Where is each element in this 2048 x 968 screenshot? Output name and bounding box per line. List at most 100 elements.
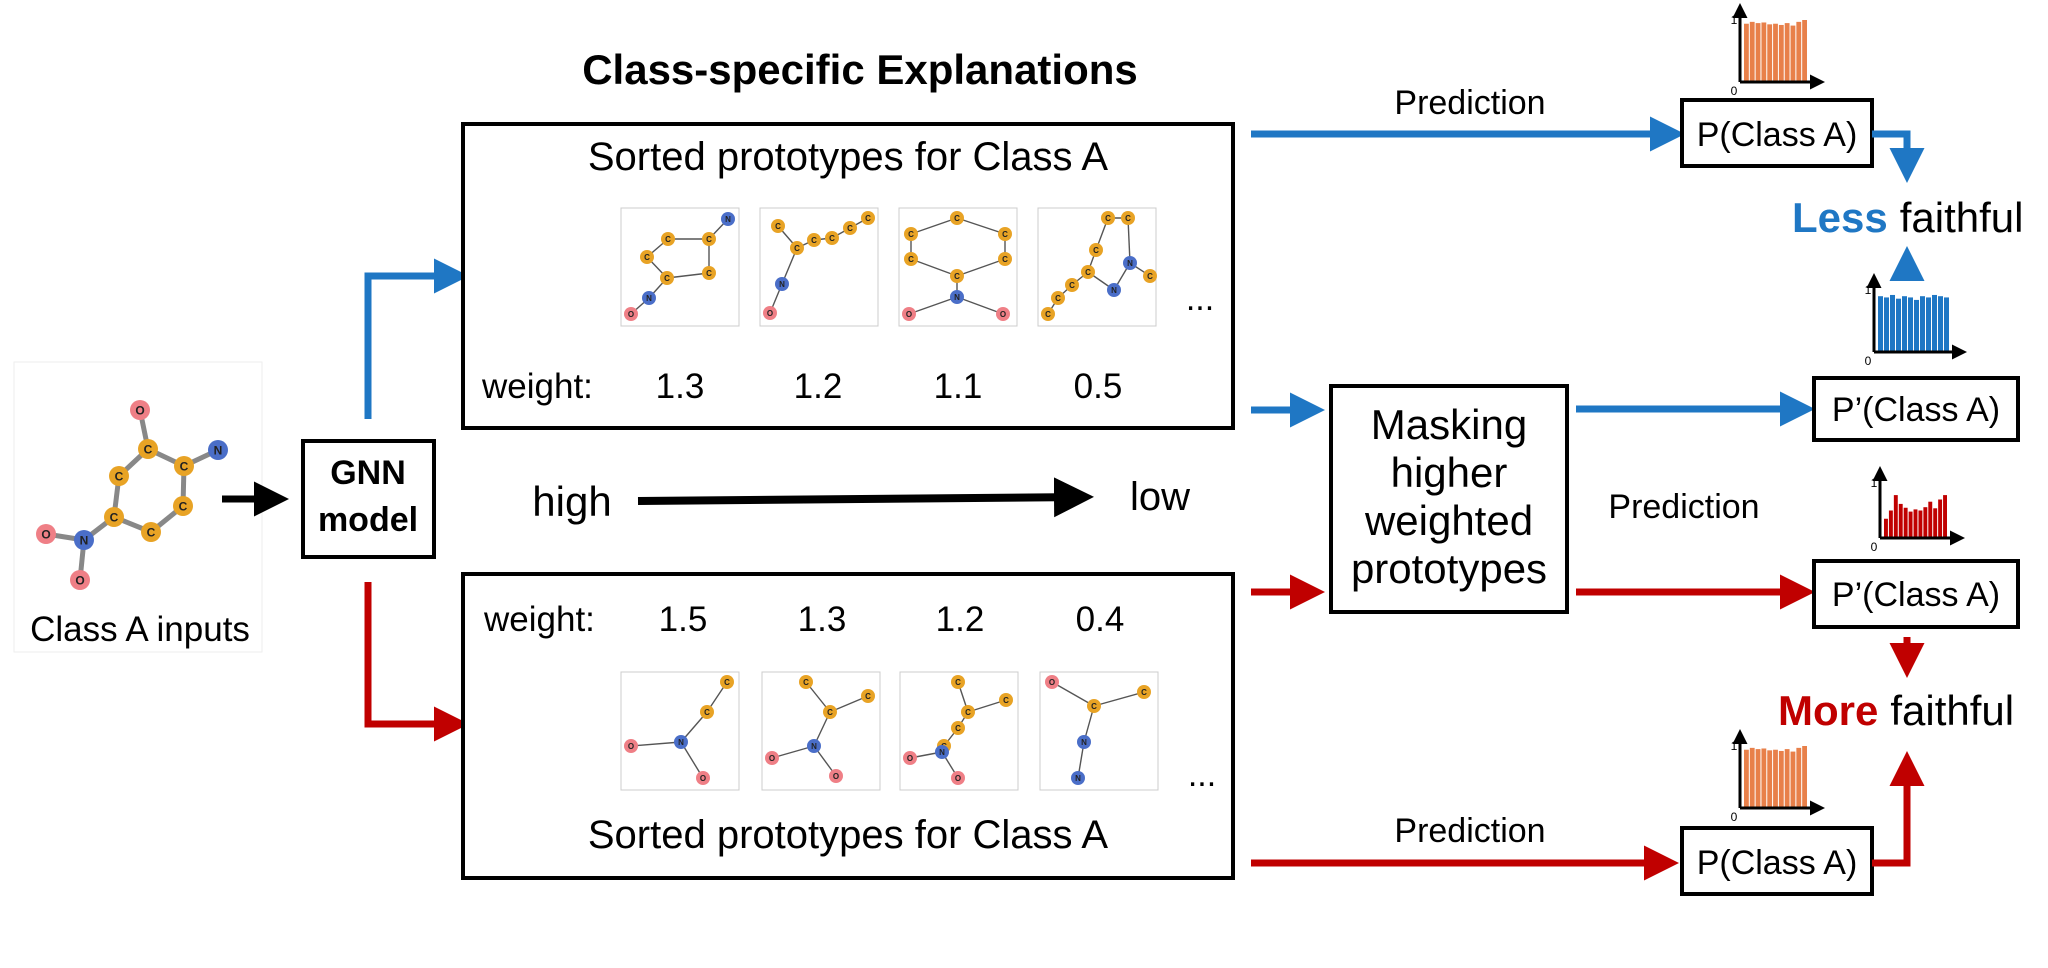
bottom-weight-2: 1.3	[798, 600, 847, 639]
output-p-masked-bottom-label: P’(Class A)	[1832, 576, 2000, 614]
output-p-bottom: P(Class A)	[1680, 826, 1874, 896]
bottom-prototype-2-oxygen-atom: O	[829, 769, 843, 783]
svg-text:C: C	[954, 214, 960, 223]
input-molecule-carbon-atom: C	[174, 456, 194, 476]
top-prototype-4-nitrogen-atom: N	[1107, 283, 1121, 297]
svg-text:C: C	[908, 230, 914, 239]
hist-masked-bottom-bar	[1923, 507, 1928, 538]
less-faithful-verdict: Less faithful	[1792, 194, 2023, 241]
hist-top-bar	[1802, 20, 1807, 82]
top-prototype-2-carbon-atom: C	[790, 241, 804, 255]
hist-masked-top-one-label: 1	[1865, 283, 1872, 297]
hist-masked-bottom-bar	[1933, 508, 1938, 538]
svg-text:C: C	[1069, 281, 1075, 290]
gnn-to-top-panel-arrow	[364, 258, 469, 419]
hist-masked-bottom-bar	[1898, 503, 1903, 538]
hist-bottom-zero-label: 0	[1731, 810, 1738, 824]
top-prototype-3-oxygen-atom: O	[902, 307, 916, 321]
svg-text:C: C	[1055, 294, 1061, 303]
hist-masked-bottom-bar	[1903, 507, 1908, 538]
top-prototype-1-carbon-atom: C	[661, 232, 675, 246]
top-weight-1: 1.3	[656, 367, 705, 406]
svg-text:C: C	[180, 459, 189, 473]
svg-text:C: C	[644, 253, 650, 262]
bottom-panel-ellipsis: ...	[1188, 756, 1216, 794]
bottom-panel-heading: Sorted prototypes for Class A	[588, 813, 1109, 857]
bottom-prototype-1-carbon-atom: C	[720, 675, 734, 689]
hist-top-zero-label: 0	[1731, 84, 1738, 98]
hist-masked-top-bar	[1908, 297, 1913, 352]
hist-top-bar	[1744, 23, 1749, 82]
hist-masked-top-bar	[1902, 296, 1907, 352]
histogram-masked-top-blue: 01	[1865, 273, 1967, 368]
top-prototype-4-carbon-atom: C	[1121, 211, 1135, 225]
output-p-top-label: P(Class A)	[1697, 116, 1858, 154]
masking-line3: weighted	[1364, 497, 1533, 544]
bottom-output-to-more-arrow	[1872, 751, 1925, 867]
top-prototype-3-carbon-atom: C	[998, 227, 1012, 241]
input-molecule-nitrogen-atom: N	[74, 530, 94, 550]
svg-text:O: O	[628, 742, 634, 751]
svg-text:N: N	[1111, 286, 1117, 295]
more-word: More	[1778, 687, 1878, 734]
svg-text:C: C	[179, 499, 188, 513]
bottom-prototype-4: O C C N N	[1039, 671, 1159, 791]
gnn-to-bottom-panel-arrow	[364, 582, 469, 742]
svg-text:O: O	[700, 774, 706, 783]
top-prototype-4-carbon-atom: C	[1089, 243, 1103, 257]
hist-bottom-bar	[1773, 749, 1778, 808]
svg-text:N: N	[939, 748, 945, 757]
svg-text:C: C	[1105, 214, 1111, 223]
svg-text:O: O	[955, 774, 961, 783]
more-faithful-verdict: More faithful	[1778, 687, 2014, 734]
svg-text:C: C	[1002, 255, 1008, 264]
bottom-weight-3: 1.2	[936, 600, 985, 639]
hist-masked-top-bar	[1926, 297, 1931, 352]
svg-text:O: O	[906, 310, 912, 319]
top-prototype-2-carbon-atom: C	[843, 221, 857, 235]
hist-top-bar	[1778, 24, 1784, 82]
hist-masked-top-bar	[1932, 294, 1937, 352]
svg-text:C: C	[1093, 246, 1099, 255]
input-molecule-carbon-atom: C	[173, 496, 193, 516]
svg-text:C: C	[811, 236, 817, 245]
bottom-prototype-2-oxygen-atom: O	[765, 751, 779, 765]
hist-bottom-bar	[1796, 747, 1802, 808]
masking-line4: prototypes	[1351, 545, 1547, 592]
top-prototype-4-carbon-atom: C	[1051, 291, 1065, 305]
input-molecule-oxygen-atom: O	[70, 570, 90, 590]
output-p-top: P(Class A)	[1680, 98, 1874, 168]
bottom-prototype-panel: weight: 1.5 1.3 1.2 0.4 CCNOOCCCNOOCCCCC…	[461, 572, 1235, 880]
svg-text:C: C	[827, 708, 833, 717]
top-prototype-3-bond	[956, 296, 1004, 315]
svg-text:C: C	[724, 678, 730, 687]
top-prototype-1-nitrogen-atom: N	[642, 291, 656, 305]
bottom-prediction-label: Prediction	[1394, 812, 1545, 850]
bottom-prototype-2: C C C N O O	[761, 671, 881, 791]
top-prototype-2-carbon-atom: C	[807, 233, 821, 247]
bottom-prototype-1-bond	[630, 741, 682, 747]
top-prototype-1-nitrogen-atom: N	[721, 212, 735, 226]
hist-bottom-bar	[1802, 746, 1807, 808]
top-prototype-2-oxygen-atom: O	[763, 306, 777, 320]
svg-text:O: O	[75, 573, 84, 587]
bottom-prototype-3-carbon-atom: C	[951, 675, 965, 689]
bottom-prototype-3-oxygen-atom: O	[903, 751, 917, 765]
top-prototype-1-carbon-atom: C	[640, 250, 654, 264]
bottom-prototype-4-carbon-atom: C	[1137, 685, 1151, 699]
svg-text:C: C	[665, 235, 671, 244]
input-molecule-carbon-atom: C	[141, 522, 161, 542]
hist-bottom-bar	[1767, 750, 1773, 808]
svg-text:O: O	[41, 527, 50, 541]
top-output-to-less-arrow	[1872, 130, 1925, 183]
input-molecule-oxygen-atom: O	[36, 524, 56, 544]
svg-text:C: C	[865, 214, 871, 223]
top-prototype-panel: Sorted prototypes for Class A NCCCCCNOCC…	[461, 122, 1235, 430]
hist-top-bar	[1790, 25, 1796, 82]
top-prototype-3-bond	[908, 296, 958, 315]
more-faithful-word: faithful	[1890, 687, 2014, 734]
bottom-weight-label: weight:	[483, 600, 595, 639]
output-p-masked-top-label: P’(Class A)	[1832, 391, 2000, 429]
top-panel-heading: Sorted prototypes for Class A	[588, 135, 1109, 179]
hist-masked-bottom-bar	[1928, 501, 1933, 538]
